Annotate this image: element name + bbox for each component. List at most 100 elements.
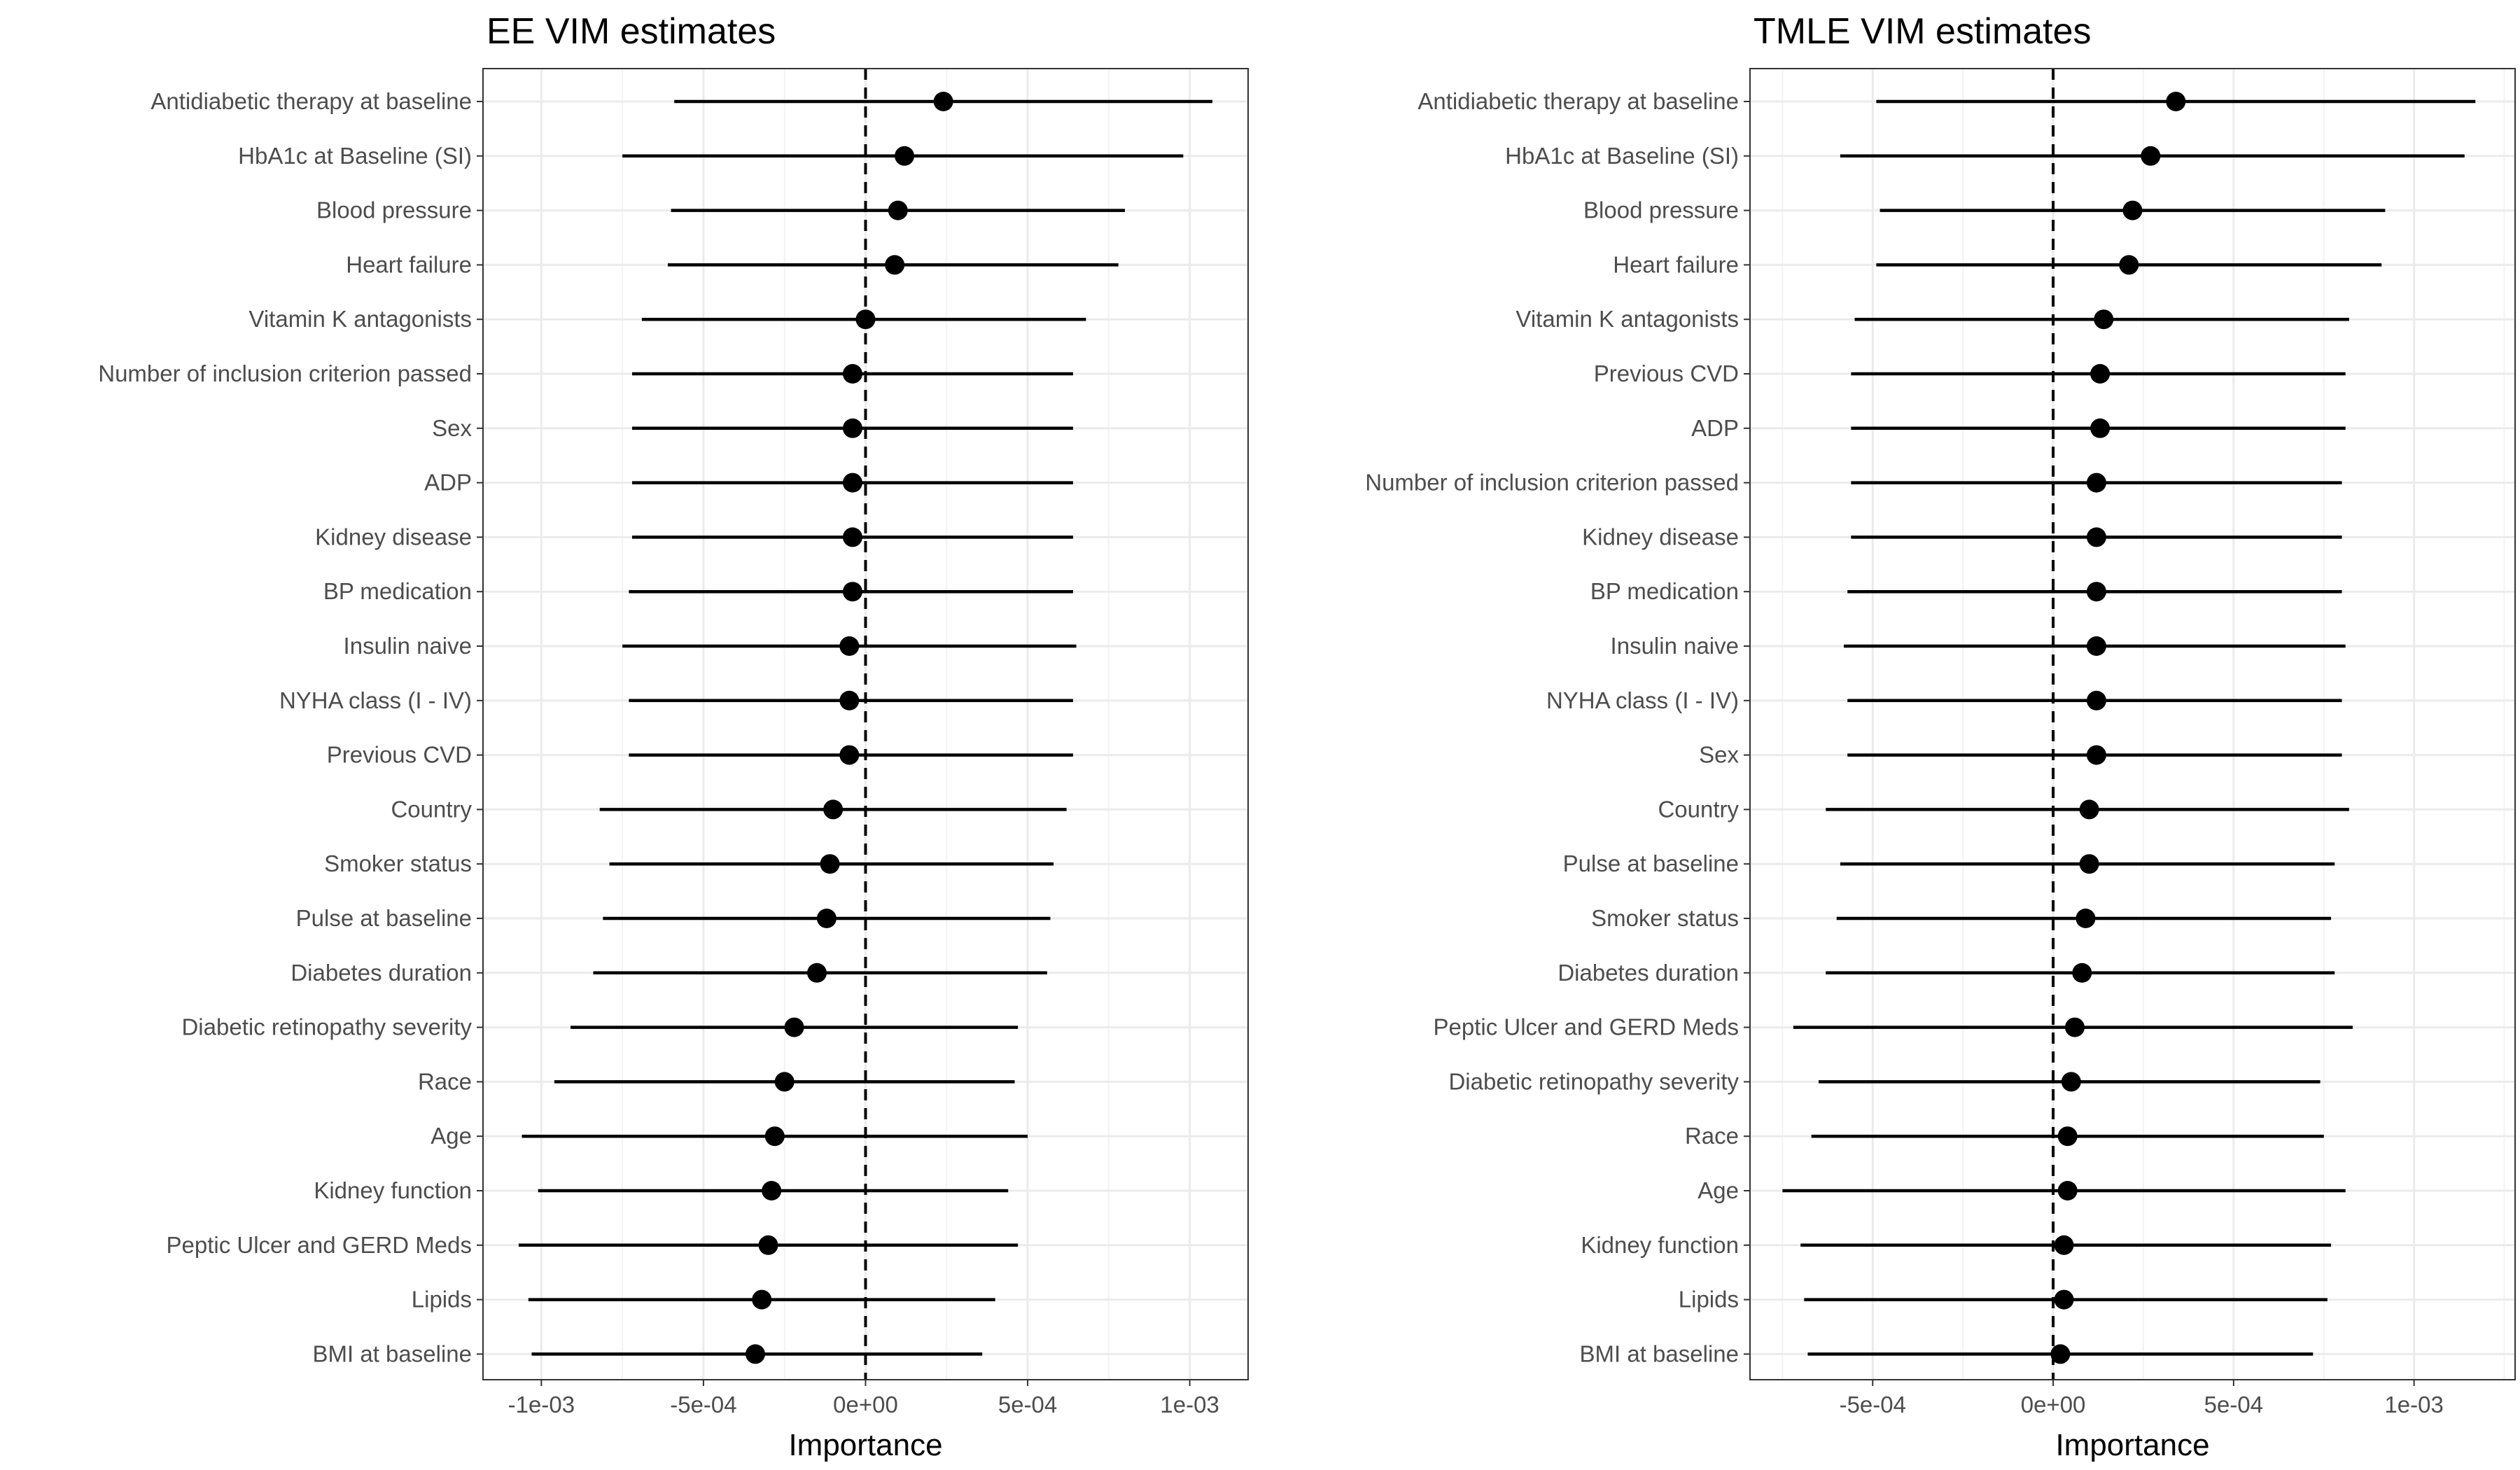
estimate-point [2086,745,2106,765]
x-tick-label: -5e-04 [670,1392,736,1418]
estimate-point [842,472,862,493]
estimate-point [764,1126,785,1147]
y-tick-label: Previous CVD [1594,360,1739,386]
y-tick-label: Pulse at baseline [1563,850,1739,876]
estimate-point [839,745,860,765]
estimate-point [2119,255,2139,275]
y-tick-label: Diabetes duration [290,960,472,986]
estimate-point [2086,472,2106,493]
estimate-point [2086,582,2106,602]
y-tick-label: Pulse at baseline [296,905,472,931]
estimate-point [842,418,862,438]
estimate-point [2086,636,2106,656]
y-tick-label: ADP [1691,415,1739,441]
estimate-point [820,854,840,874]
y-tick-label: Heart failure [346,251,472,277]
estimate-point [895,146,915,166]
y-tick-label: Diabetic retinopathy severity [1448,1068,1739,1094]
y-tick-label: Kidney disease [315,524,472,550]
estimate-point [784,1017,804,1037]
y-tick-label: Kidney disease [1582,524,1739,550]
y-tick-label: ADP [424,470,472,496]
y-tick-label: Previous CVD [327,742,472,768]
estimate-point [774,1072,794,1092]
estimate-point [746,1344,766,1364]
x-tick-label: 1e-03 [2384,1392,2443,1418]
y-tick-label: Antidiabetic therapy at baseline [1418,88,1739,114]
y-tick-label: Peptic Ulcer and GERD Meds [1434,1014,1740,1040]
estimate-point [2141,146,2161,166]
y-tick-label: Race [1685,1123,1739,1149]
y-tick-label: Insulin naive [344,633,472,659]
panel-background [1750,69,2515,1380]
x-tick-label: 0e+00 [833,1392,898,1418]
estimate-point [807,962,827,983]
estimate-point [2166,92,2186,111]
estimate-point [2050,1344,2071,1364]
estimate-point [2057,1126,2078,1147]
y-tick-label: Sex [1699,742,1739,768]
y-tick-label: Antidiabetic therapy at baseline [150,88,472,114]
chart-title: EE VIM estimates [486,11,776,52]
y-tick-label: BP medication [323,578,472,604]
estimate-point [2072,962,2092,983]
estimate-point [2094,309,2114,330]
y-tick-label: BMI at baseline [1580,1340,1739,1366]
y-tick-label: NYHA class (I - IV) [279,687,472,713]
y-tick-label: NYHA class (I - IV) [1546,687,1739,713]
x-axis-label: Importance [2055,1428,2209,1462]
y-tick-label: Age [430,1123,472,1149]
y-tick-label: Country [391,796,472,822]
estimate-point [2086,527,2106,547]
y-tick-label: Race [418,1068,472,1094]
estimate-point [839,636,860,656]
estimate-point [762,1181,782,1200]
x-tick-label: -5e-04 [1840,1392,1906,1418]
estimate-point [842,527,862,547]
y-tick-label: Smoker status [1591,905,1739,931]
y-tick-label: Vitamin K antagonists [248,306,472,332]
chart-panel-2: Antidiabetic therapy at baseline HbA1c at… [1365,11,2516,1462]
estimate-point [839,690,860,710]
y-tick-label: Lipids [1679,1287,1739,1312]
estimate-point [2079,854,2099,874]
y-tick-label: HbA1c at Baseline (SI) [1505,143,1739,169]
estimate-point [2090,364,2110,384]
y-tick-label: Insulin naive [1611,633,1739,659]
y-tick-label: Vitamin K antagonists [1516,306,1739,332]
estimate-point [2090,418,2110,438]
y-tick-label: Kidney function [1581,1232,1739,1258]
y-tick-label: Blood pressure [1583,197,1739,223]
y-tick-label: BMI at baseline [313,1340,472,1366]
estimate-point [888,200,908,220]
chart-panel-1: Antidiabetic therapy at baseline HbA1c at… [98,11,1249,1462]
y-tick-label: Blood pressure [316,197,472,223]
x-tick-label: 1e-03 [1160,1392,1219,1418]
y-tick-label: Peptic Ulcer and GERD Meds [167,1232,472,1258]
y-tick-label: Lipids [412,1287,472,1312]
estimate-point [2065,1017,2085,1037]
estimate-point [2086,690,2106,710]
estimate-point [823,799,844,820]
y-tick-label: Heart failure [1613,251,1739,277]
y-tick-label: Number of inclusion criterion passed [98,360,472,386]
y-tick-label: Country [1658,796,1739,822]
estimate-point [933,92,953,111]
estimate-point [885,255,905,275]
estimate-point [2054,1289,2074,1310]
y-tick-label: BP medication [1590,578,1739,604]
y-tick-label: Age [1698,1177,1739,1203]
estimate-point [816,909,836,928]
y-tick-label: Smoker status [324,850,472,876]
x-tick-label: 0e+00 [2021,1392,2086,1418]
x-tick-label: 5e-04 [2204,1392,2263,1418]
estimate-point [2079,799,2099,820]
y-tick-label: Diabetic retinopathy severity [181,1014,472,1040]
chart-title: TMLE VIM estimates [1754,11,2092,52]
y-tick-label: Kidney function [314,1177,472,1203]
estimate-point [842,582,862,602]
estimate-point [758,1235,778,1255]
estimate-point [2076,909,2096,928]
estimate-point [2061,1072,2081,1092]
